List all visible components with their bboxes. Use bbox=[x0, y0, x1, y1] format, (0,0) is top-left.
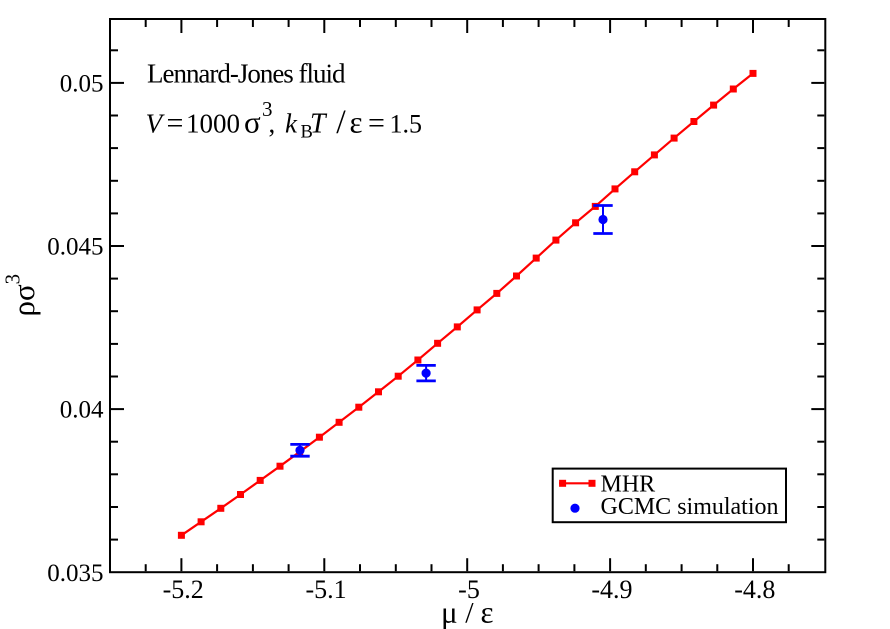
svg-text:Lennard-Jones fluid: Lennard-Jones fluid bbox=[147, 58, 346, 88]
svg-text:0.04: 0.04 bbox=[60, 397, 104, 424]
svg-text:-5: -5 bbox=[458, 575, 480, 604]
svg-text:ε: ε bbox=[350, 105, 363, 140]
svg-text:1.5: 1.5 bbox=[390, 110, 423, 139]
svg-text:3: 3 bbox=[262, 97, 273, 121]
svg-text:1000: 1000 bbox=[186, 109, 240, 139]
svg-text:/: / bbox=[336, 104, 346, 141]
svg-text:0.045: 0.045 bbox=[47, 233, 103, 260]
svg-text:,: , bbox=[269, 109, 276, 139]
svg-text:/: / bbox=[465, 597, 474, 629]
svg-text:-5.2: -5.2 bbox=[163, 575, 204, 604]
svg-text:μ: μ bbox=[441, 595, 458, 629]
svg-text:-5.1: -5.1 bbox=[306, 575, 347, 604]
svg-text:σ: σ bbox=[244, 105, 261, 140]
svg-text:B: B bbox=[301, 123, 313, 143]
svg-text:k: k bbox=[285, 109, 298, 139]
svg-text:0.05: 0.05 bbox=[60, 71, 104, 98]
svg-text:-4.9: -4.9 bbox=[591, 575, 632, 604]
svg-text:MHR: MHR bbox=[601, 472, 656, 498]
svg-text:ε: ε bbox=[481, 595, 494, 629]
svg-text:V: V bbox=[146, 109, 166, 139]
svg-text:GCMC simulation: GCMC simulation bbox=[601, 494, 779, 520]
svg-text:T: T bbox=[310, 109, 328, 140]
svg-text:0.035: 0.035 bbox=[47, 560, 103, 587]
svg-text:=: = bbox=[167, 107, 184, 140]
svg-text:-4.8: -4.8 bbox=[734, 575, 775, 604]
svg-text:=: = bbox=[368, 107, 385, 140]
